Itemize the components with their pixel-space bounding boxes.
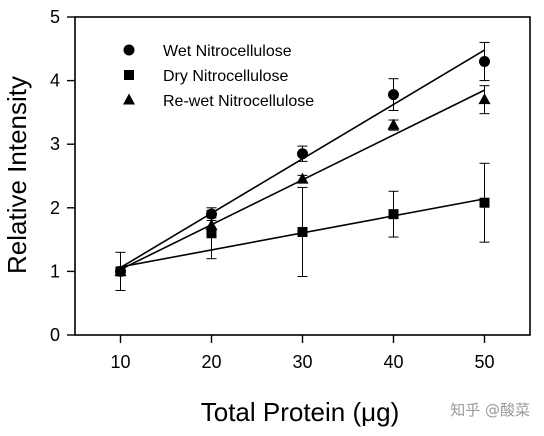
y-tick-label: 0 [50,325,60,345]
wet-nitrocellulosepoint [206,208,217,220]
x-tick-label: 10 [110,352,130,372]
x-tick-label: 20 [201,352,221,372]
wet-nitrocelluloselegend-label: Wet Nitrocellulose [163,43,292,60]
legend: Wet Nitrocellulose Dry Nitrocellulose Re-w… [123,43,314,110]
x-axis-title: Total Protein (μg) [201,397,400,427]
wet-nitrocellulosepoint [388,89,399,101]
y-tick-label: 5 [50,7,60,27]
dry-nitrocelluloselegend-label: Dry Nitrocellulose [163,68,288,85]
y-tick-label: 2 [50,198,60,218]
re-wet-nitrocellulosepoint [205,219,218,231]
re-wet-nitrocellulosepoint [478,93,491,105]
y-axis-title: Relative Intensity [2,76,32,274]
dry-nitrocellulosepoint [206,228,217,239]
wet-nitrocellulosepoint [297,148,308,160]
dry-nitrocellulosepoint [297,226,308,237]
y-tick-label: 1 [50,261,60,281]
dry-nitrocellulosepoint [388,209,399,220]
watermark: 知乎 @酸菜 [450,401,530,419]
x-tick-label: 40 [383,352,403,372]
re-wet-nitrocelluloselegend-marker [123,93,135,105]
x-tick-label: 30 [292,352,312,372]
axes [67,16,531,343]
y-tick-label: 3 [50,134,60,154]
re-wet-nitrocellulosepoint [296,172,309,184]
re-wet-nitrocelluloselegend-label: Re-wet Nitrocellulose [163,93,314,110]
wet-nitrocellulosepoint [479,56,490,68]
dry-nitrocellulosepoint [479,197,490,208]
re-wet-nitrocellulosepoint [114,264,127,276]
wet-nitrocelluloselegend-marker [123,44,135,56]
data-markers [114,56,491,277]
dry-nitrocelluloselegend-marker [124,70,134,80]
tick-labels: 10 20 30 40 50 0 1 2 3 4 5 [50,7,495,372]
x-tick-label: 50 [474,352,494,372]
re-wet-nitrocellulosepoint [387,118,400,130]
y-tick-label: 4 [50,71,60,91]
